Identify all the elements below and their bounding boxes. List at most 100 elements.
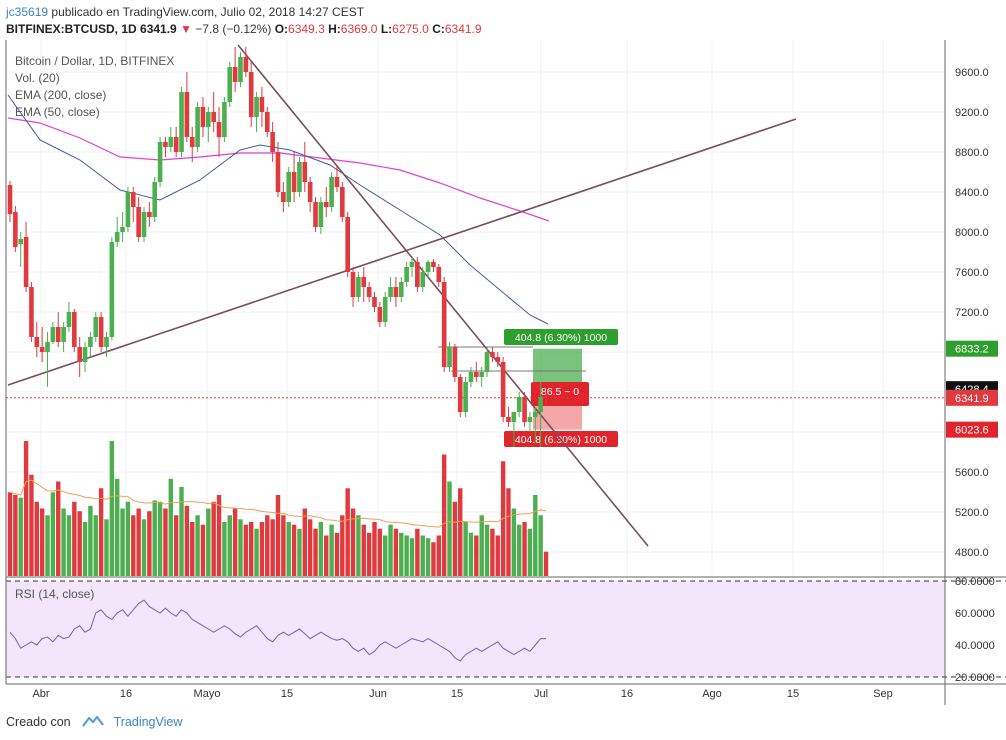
candle-body xyxy=(393,287,399,297)
volume-bar xyxy=(115,478,120,576)
candle-body xyxy=(436,267,442,282)
candle-body xyxy=(88,337,93,347)
candle-body xyxy=(388,287,393,297)
candle-body xyxy=(500,362,506,417)
author-link[interactable]: jc35619 xyxy=(6,5,49,19)
candle-body xyxy=(23,237,29,287)
tradingview-logo-icon xyxy=(82,714,104,731)
volume-bar xyxy=(152,500,157,576)
legend-volume: Vol. (20) xyxy=(15,71,60,85)
last-price: 6341.9 xyxy=(140,22,177,36)
candle-body xyxy=(372,297,377,307)
volume-bar xyxy=(431,542,436,576)
volume-bar xyxy=(474,535,479,576)
volume-bar xyxy=(463,522,468,576)
price-axis-label: 4800.0 xyxy=(955,547,989,559)
candle-body xyxy=(356,277,361,297)
candle-body xyxy=(141,212,147,237)
volume-bar xyxy=(18,497,23,576)
legend-title: Bitcoin / Dollar, 1D, BITFINEX xyxy=(15,54,174,68)
indicator-lines xyxy=(6,44,945,547)
candle-body xyxy=(216,122,222,137)
time-axis-label: Jun xyxy=(369,688,387,700)
volume-bar xyxy=(506,488,511,576)
candle-body xyxy=(474,372,479,377)
close-value: 6341.9 xyxy=(444,22,482,36)
price-axis-label: 9200.0 xyxy=(955,107,989,119)
candle-body xyxy=(82,347,88,362)
candle-body xyxy=(415,262,420,287)
price-axis-label: 7600.0 xyxy=(955,267,989,279)
time-axis-label: Abr xyxy=(32,688,49,700)
candle-body xyxy=(211,112,216,122)
legend-ema50: EMA (50, close) xyxy=(15,105,100,119)
time-axis-label: Ago xyxy=(702,688,722,700)
volume-bar xyxy=(259,522,265,576)
volume-bar xyxy=(190,522,195,576)
candle-body xyxy=(377,307,383,322)
volume-bar xyxy=(468,532,474,576)
volume-bar xyxy=(479,515,484,576)
candle-body xyxy=(195,107,200,147)
candle-body xyxy=(479,372,484,377)
volume-bar xyxy=(297,528,302,576)
price-badge-label: 6833.2 xyxy=(955,344,989,356)
volume-bar xyxy=(275,495,281,576)
volume-bar xyxy=(361,524,366,576)
volume-bar xyxy=(98,488,104,576)
volume-bar xyxy=(415,528,420,576)
rsi-axis-label: 40.0000 xyxy=(955,640,995,652)
candle-body xyxy=(361,277,367,287)
volume-bar xyxy=(452,501,458,576)
volume-bar xyxy=(195,515,200,576)
price-axis-label: 8800.0 xyxy=(955,147,989,159)
volume-bar xyxy=(7,492,13,576)
volume-bar xyxy=(345,488,350,576)
volume-bar xyxy=(88,505,93,576)
candle-body xyxy=(318,202,324,227)
candle-body xyxy=(398,282,404,297)
candle-body xyxy=(72,312,77,347)
legend: Bitcoin / Dollar, 1D, BITFINEX Vol. (20)… xyxy=(15,54,174,601)
candle-body xyxy=(50,327,56,342)
volume-bar xyxy=(490,528,495,576)
trendline xyxy=(7,118,797,386)
volume-bar xyxy=(409,538,415,576)
candle-body xyxy=(13,212,18,247)
center-label: 86.5 ~ 0 xyxy=(541,386,579,398)
candle-body xyxy=(254,97,259,117)
tradingview-brand[interactable]: TradingView xyxy=(113,715,183,729)
volume-bar xyxy=(104,519,109,576)
volume-bar xyxy=(141,519,147,576)
candle-body xyxy=(313,202,318,227)
volume-bar xyxy=(334,532,340,576)
volume-bar xyxy=(538,515,543,576)
candle-body xyxy=(130,192,136,207)
grid-lines xyxy=(6,40,945,681)
volume-bar xyxy=(527,528,533,576)
volume-bar xyxy=(120,508,125,576)
candle-body xyxy=(345,217,350,272)
candle-body xyxy=(206,112,211,127)
volume-bar xyxy=(302,508,307,576)
volume-bar xyxy=(340,515,345,576)
candle-body xyxy=(468,372,474,382)
volume-bar xyxy=(29,474,34,576)
volume-bar xyxy=(56,481,61,576)
candle-body xyxy=(420,272,426,287)
candle-body xyxy=(291,172,297,192)
time-axis-label: 15 xyxy=(787,688,799,700)
candle-body xyxy=(238,57,243,82)
volume-bar xyxy=(61,508,66,576)
volume-bar xyxy=(425,538,431,576)
time-axis-label: 16 xyxy=(120,688,132,700)
volume-bar xyxy=(173,515,179,576)
volume-bar xyxy=(82,522,88,576)
candle-body xyxy=(77,347,82,362)
candle-body xyxy=(45,342,50,352)
time-axis-label: Jul xyxy=(534,688,548,700)
legend-ema200: EMA (200, close) xyxy=(15,88,106,102)
candle-body xyxy=(431,262,436,267)
